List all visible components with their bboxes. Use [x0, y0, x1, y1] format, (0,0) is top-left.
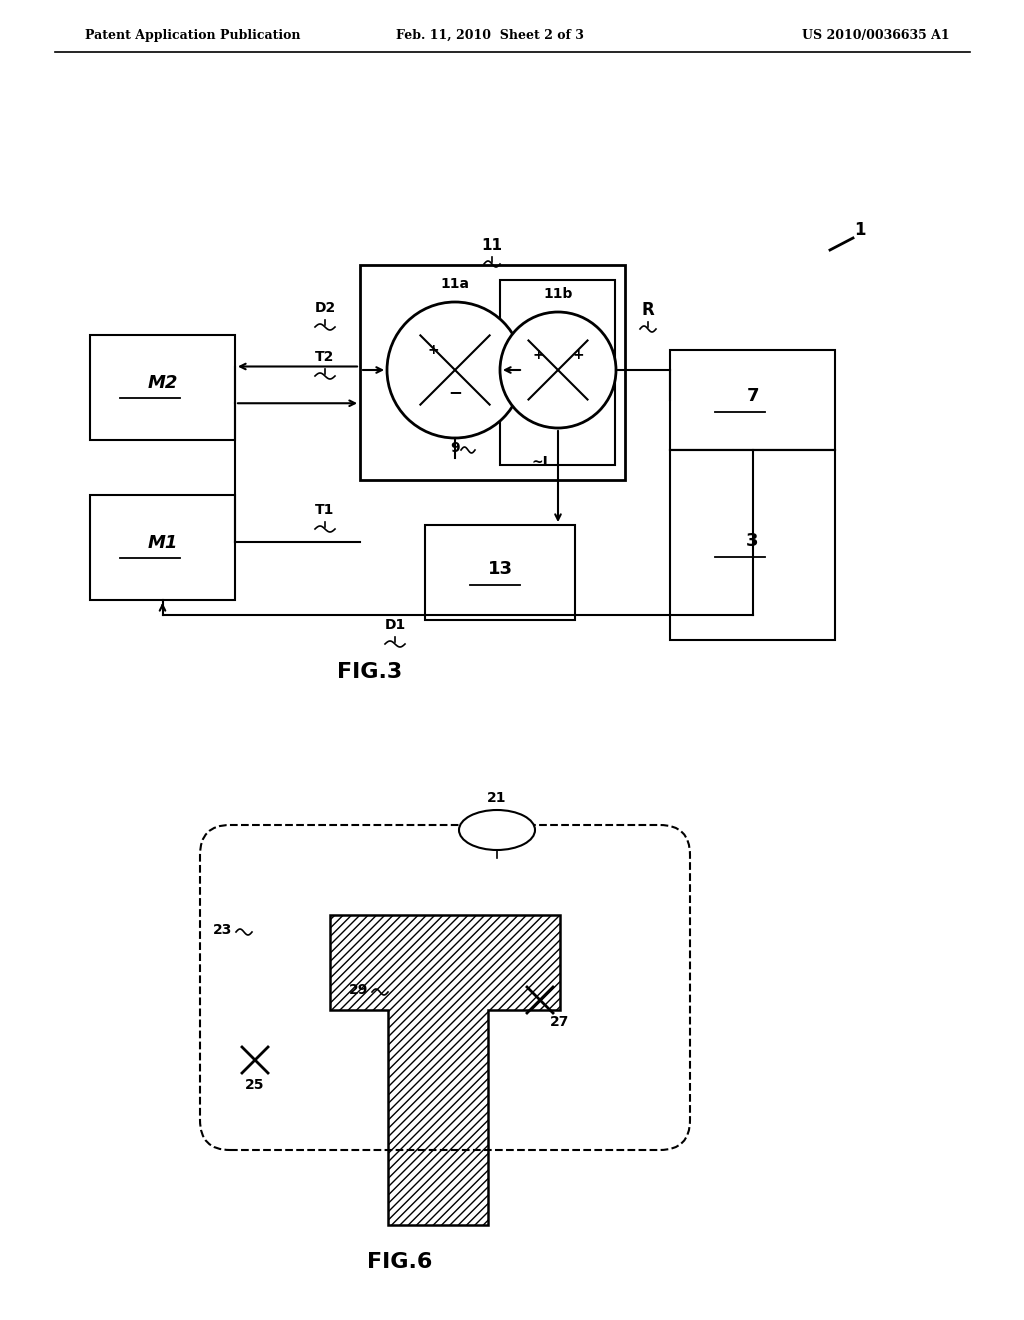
Text: 1: 1	[854, 220, 865, 239]
Circle shape	[387, 302, 523, 438]
Text: M1: M1	[147, 533, 178, 552]
Text: US 2010/0036635 A1: US 2010/0036635 A1	[803, 29, 950, 41]
Text: Feb. 11, 2010  Sheet 2 of 3: Feb. 11, 2010 Sheet 2 of 3	[396, 29, 584, 41]
Text: −: −	[449, 383, 462, 401]
Text: ~I: ~I	[531, 455, 549, 469]
Text: 29: 29	[348, 983, 368, 997]
Bar	[425, 525, 575, 620]
Text: 23: 23	[213, 923, 232, 937]
Text: D2: D2	[314, 301, 336, 315]
Text: +: +	[572, 348, 584, 362]
Bar	[670, 350, 835, 450]
Text: 21: 21	[487, 791, 507, 805]
Text: 9: 9	[451, 441, 460, 455]
Bar	[90, 495, 234, 601]
Circle shape	[500, 312, 616, 428]
Polygon shape	[330, 915, 560, 1225]
Text: 27: 27	[550, 1015, 569, 1030]
Text: 13: 13	[487, 560, 512, 578]
Text: M2: M2	[147, 374, 178, 392]
Text: 3: 3	[746, 532, 759, 550]
Bar	[670, 450, 835, 640]
Text: D1: D1	[384, 618, 406, 632]
Text: +: +	[532, 348, 544, 362]
Text: FIG.6: FIG.6	[368, 1251, 433, 1272]
Ellipse shape	[459, 810, 535, 850]
Text: 7: 7	[746, 387, 759, 405]
Text: 11b: 11b	[544, 286, 572, 301]
Bar	[90, 335, 234, 440]
Text: +: +	[427, 343, 439, 356]
Text: T2: T2	[315, 350, 335, 364]
Text: 11a: 11a	[440, 277, 469, 290]
Text: 25: 25	[246, 1078, 265, 1092]
Bar	[500, 280, 615, 465]
Text: Patent Application Publication: Patent Application Publication	[85, 29, 300, 41]
Text: 11: 11	[481, 238, 503, 252]
Text: T1: T1	[315, 503, 335, 517]
Text: R: R	[642, 301, 654, 319]
Text: FIG.3: FIG.3	[337, 663, 402, 682]
Bar	[360, 265, 625, 480]
